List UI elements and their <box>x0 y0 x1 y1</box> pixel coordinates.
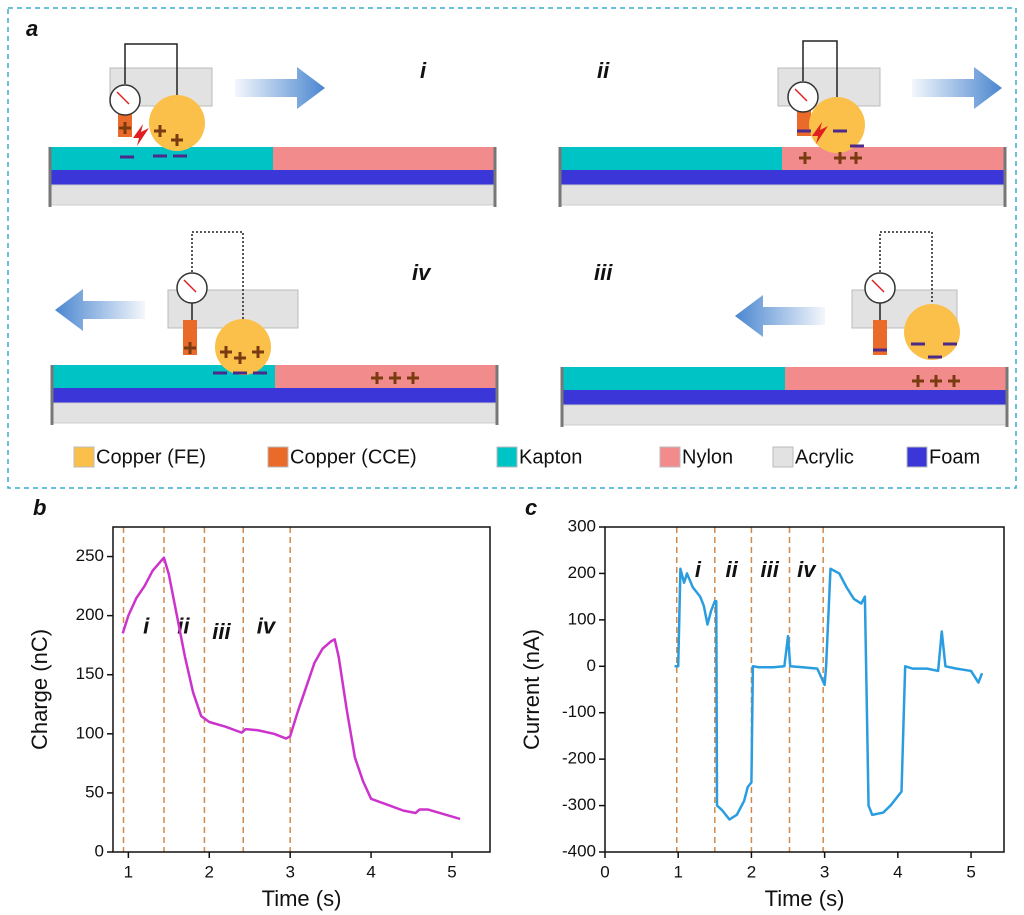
motion-arrow <box>55 289 145 331</box>
spark <box>133 124 149 146</box>
x-tick-label: 1 <box>673 862 682 881</box>
foam-layer <box>52 388 497 403</box>
legend-label: Copper (FE) <box>96 446 206 468</box>
x-tick-label: 2 <box>205 862 214 881</box>
data-line <box>123 558 460 819</box>
acrylic-layer <box>562 405 1007 425</box>
phase-label: i <box>695 557 702 582</box>
x-tick-label: 3 <box>285 862 294 881</box>
phase-label: i <box>143 613 150 638</box>
legend-swatch <box>74 447 94 467</box>
x-tick-label: 5 <box>966 862 975 881</box>
fe-electrode <box>215 319 271 375</box>
phase-label: iv <box>797 557 817 582</box>
step-label: iii <box>594 260 613 285</box>
acrylic-layer <box>50 185 495 205</box>
y-tick-label: -200 <box>562 749 596 768</box>
motion-arrow <box>912 67 1002 109</box>
data-line <box>675 569 982 820</box>
y-tick-label: 0 <box>587 656 596 675</box>
legend-swatch <box>773 447 793 467</box>
y-tick-label: 200 <box>76 605 104 624</box>
kapton-layer <box>562 367 785 390</box>
foam-layer <box>50 170 495 185</box>
fe-electrode <box>904 304 960 360</box>
x-tick-label: 0 <box>600 862 609 881</box>
x-axis-label: Time (s) <box>262 886 342 911</box>
phase-label: iii <box>212 619 231 644</box>
y-tick-label: 100 <box>568 609 596 628</box>
acrylic-layer <box>52 403 497 423</box>
y-tick-label: 300 <box>568 516 596 535</box>
panel-label: c <box>525 495 537 520</box>
y-tick-label: 50 <box>85 782 104 801</box>
x-axis-label: Time (s) <box>765 886 845 911</box>
legend-label: Copper (CCE) <box>290 446 417 468</box>
phase-label: ii <box>726 557 739 582</box>
phase-label: iii <box>761 557 780 582</box>
legend-label: Acrylic <box>795 446 854 468</box>
legend-swatch <box>497 447 517 467</box>
phase-label: iv <box>257 613 277 638</box>
y-tick-label: 200 <box>568 563 596 582</box>
y-tick-label: -400 <box>562 841 596 860</box>
panel-label: b <box>33 495 46 520</box>
y-tick-label: 0 <box>95 841 104 860</box>
x-tick-label: 4 <box>893 862 902 881</box>
foam-layer <box>560 170 1005 185</box>
legend: Copper (FE) Copper (CCE) Kapton Nylon Acryli… <box>74 446 980 468</box>
y-tick-label: 100 <box>76 723 104 742</box>
y-tick-label: -100 <box>562 702 596 721</box>
figure: a i ii iv iii Copper (FE)Copper (CCE)Kap… <box>0 0 1024 915</box>
kapton-layer <box>50 147 273 170</box>
legend-swatch <box>268 447 288 467</box>
x-tick-label: 4 <box>366 862 375 881</box>
x-tick-label: 1 <box>124 862 133 881</box>
legend-swatch <box>660 447 680 467</box>
legend-swatch <box>907 447 927 467</box>
nylon-layer <box>782 147 1005 170</box>
nylon-layer <box>273 147 495 170</box>
legend-label: Nylon <box>682 446 733 468</box>
y-axis-label: Charge (nC) <box>27 629 52 750</box>
kapton-layer <box>560 147 782 170</box>
foam-layer <box>562 390 1007 405</box>
x-tick-label: 5 <box>447 862 456 881</box>
y-tick-label: -300 <box>562 795 596 814</box>
step-label: iv <box>412 260 432 285</box>
nylon-layer <box>275 365 497 388</box>
x-tick-label: 2 <box>747 862 756 881</box>
y-axis-label: Current (nA) <box>519 629 544 750</box>
step-label: i <box>420 58 427 83</box>
motion-arrow <box>235 67 325 109</box>
diagram <box>50 41 1007 427</box>
nylon-layer <box>785 367 1007 390</box>
legend-label: Kapton <box>519 446 582 468</box>
acrylic-layer <box>560 185 1005 205</box>
motion-arrow <box>735 295 825 337</box>
legend-label: Foam <box>929 446 980 468</box>
panel-label: a <box>26 16 38 41</box>
y-tick-label: 150 <box>76 664 104 683</box>
x-tick-label: 3 <box>820 862 829 881</box>
y-tick-label: 250 <box>76 546 104 565</box>
step-label: ii <box>597 58 610 83</box>
